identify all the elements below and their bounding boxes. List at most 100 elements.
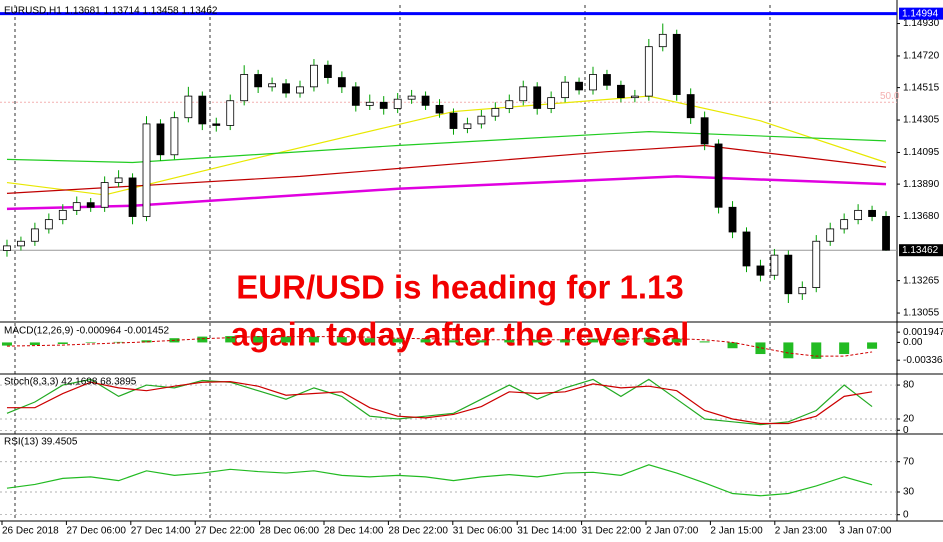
time-label: 28 Dec 14:00 [324, 526, 384, 537]
candle-body [365, 101, 374, 106]
candle-body [170, 117, 179, 156]
macd-bar [755, 342, 766, 355]
macd-bar [364, 338, 375, 343]
indicator-line [6, 144, 887, 194]
candle-body [505, 100, 514, 109]
time-label: 2 Jan 15:00 [710, 526, 763, 537]
y-tick-label: 0.001947 [903, 327, 943, 338]
time-label: 28 Dec 06:00 [260, 526, 320, 537]
candle-body [379, 101, 388, 109]
candle-body [477, 115, 486, 125]
macd-bar [392, 338, 403, 343]
y-tick-label: 1.14930 [903, 18, 940, 29]
panel-title: EURUSD,H1 1.13681 1.13714 1.13458 1.1346… [4, 6, 218, 17]
macd-bar [727, 342, 738, 349]
macd-bar [643, 337, 654, 343]
candle-body [435, 104, 444, 114]
y-tick-label: 0 [903, 425, 909, 436]
y-tick-label: 1.14095 [903, 147, 940, 158]
candle-body [393, 98, 402, 109]
price-tag-label: 1.13462 [902, 245, 939, 256]
macd-bar [560, 339, 571, 343]
candle-body [449, 112, 458, 129]
candle-body [868, 209, 876, 217]
price-tag-label: 1.14994 [902, 8, 939, 19]
candle-body [798, 287, 807, 295]
candle-body [240, 74, 249, 102]
candle-body [812, 240, 821, 288]
candle-body [323, 64, 332, 78]
annotation: EUR/USD is heading for 1.13 [236, 269, 683, 306]
candle-body [30, 228, 39, 242]
y-tick-label: 1.14515 [903, 82, 940, 93]
time-label: 27 Dec 22:00 [195, 526, 255, 537]
y-tick-label: 1.14305 [903, 115, 940, 126]
candle-body [114, 177, 123, 183]
candle-body [533, 86, 542, 109]
candle-body [351, 86, 360, 106]
time-label: 27 Dec 14:00 [131, 526, 191, 537]
candle-body [463, 123, 472, 129]
macd-bar [588, 338, 599, 343]
macd-bar [1, 342, 12, 346]
y-tick-label: 1.14720 [903, 51, 940, 62]
candle-body [156, 123, 165, 156]
candle-body [840, 219, 849, 230]
candle-body [756, 265, 765, 276]
candle-body [826, 228, 835, 242]
panel-title: MACD(12,26,9) -0.000964 -0.001452 [4, 326, 170, 337]
macd-bar [141, 340, 152, 343]
macd-bar [85, 342, 96, 343]
candle-body [770, 254, 779, 276]
candle-body [198, 95, 207, 125]
time-label: 26 Dec 2018 [2, 526, 59, 537]
candle-body [3, 245, 11, 251]
y-tick-label: 1.13680 [903, 211, 940, 222]
y-tick-label: 0 [903, 509, 909, 520]
candle-body [644, 46, 653, 97]
macd-bar [420, 339, 431, 343]
y-tick-label: 30 [903, 487, 915, 498]
y-tick-label: 80 [903, 380, 915, 391]
y-tick-label: 1.13890 [903, 179, 940, 190]
candle-body [282, 83, 290, 94]
price-tag [899, 244, 943, 257]
candle-body [100, 182, 109, 208]
candle-body [589, 74, 597, 91]
candle-body [630, 95, 639, 99]
time-label: 31 Dec 22:00 [582, 526, 642, 537]
candle-body [603, 74, 611, 86]
candle-body [421, 95, 430, 106]
candle-body [561, 81, 570, 99]
macd-bar [671, 338, 682, 343]
candle-body [854, 209, 863, 221]
macd-bar [504, 339, 515, 343]
indicator-line [6, 131, 887, 164]
price-tag [899, 7, 943, 20]
candle-body [742, 231, 751, 267]
panel-title: Stoch(8,3,3) 42.1698 68.3895 [4, 377, 137, 388]
indicator-line [6, 378, 873, 426]
macd-bar [281, 336, 292, 343]
candle-body [86, 202, 95, 208]
macd-bar [336, 337, 347, 343]
candle-body [268, 83, 276, 88]
fib-label: 50.0 [880, 91, 900, 102]
macd-bar [29, 342, 40, 346]
time-label: 31 Dec 14:00 [517, 526, 577, 537]
y-tick-label: 20 [903, 414, 915, 425]
candle-body [254, 74, 263, 88]
y-tick-label: 0.00 [903, 337, 923, 348]
macd-bar [57, 342, 68, 345]
macd-bar [476, 340, 487, 343]
candle-body [44, 219, 53, 230]
candle-body [784, 254, 793, 295]
annotation: again today after the reversal [231, 316, 690, 353]
candle-body [672, 33, 681, 95]
panel-title: RSI(13) 39.4505 [4, 437, 78, 448]
candle-body [184, 95, 193, 119]
macd-bar [615, 339, 626, 343]
y-tick-label: 70 [903, 456, 915, 467]
candle-body [212, 123, 221, 126]
